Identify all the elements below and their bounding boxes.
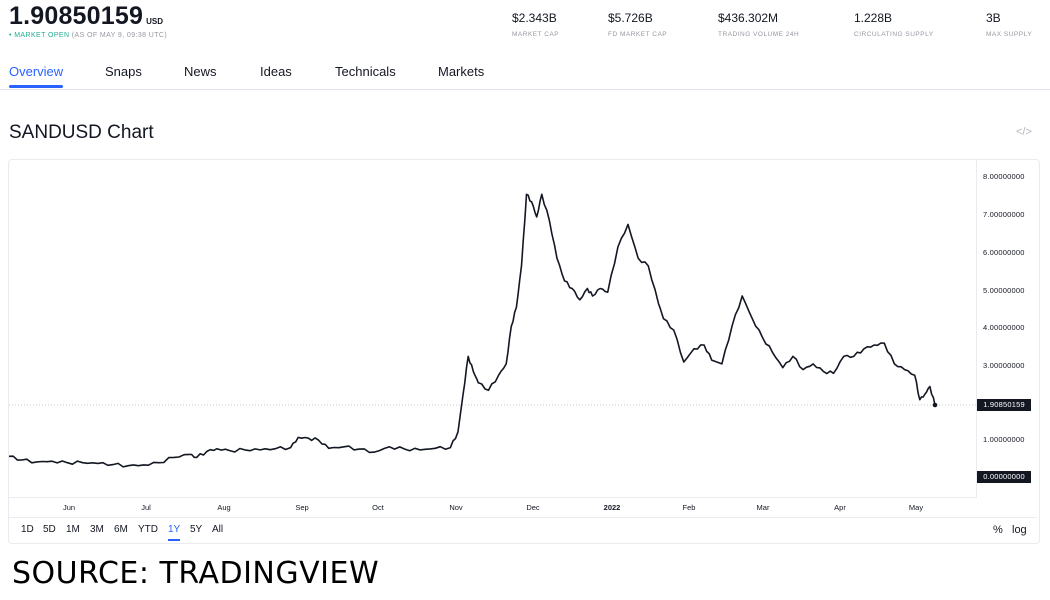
stat-market-cap: $2.343B MARKET CAP bbox=[512, 11, 559, 38]
y-tick: 5.00000000 bbox=[983, 286, 1025, 295]
log-scale-toggle[interactable]: log bbox=[1012, 524, 1027, 536]
embed-code-icon[interactable]: </> bbox=[1016, 126, 1032, 138]
tab-bar: Overview Snaps News Ideas Technicals Mar… bbox=[0, 64, 1050, 90]
x-tick: Dec bbox=[526, 503, 540, 512]
currency-label: USD bbox=[146, 17, 163, 26]
source-caption: SOURCE: TRADINGVIEW bbox=[12, 556, 380, 591]
x-tick: Nov bbox=[449, 503, 463, 512]
y-tick: 8.00000000 bbox=[983, 172, 1025, 181]
stat-value: 1.228B bbox=[854, 11, 893, 25]
market-open-indicator: • MARKET OPEN bbox=[9, 32, 70, 39]
stat-label: MARKET CAP bbox=[512, 31, 560, 38]
range-6m-button[interactable]: 6M bbox=[114, 524, 128, 535]
percent-scale-toggle[interactable]: % bbox=[993, 524, 1003, 536]
stat-label: CIRCULATING SUPPLY bbox=[854, 31, 934, 38]
stat-max-supply: 3B MAX SUPPLY bbox=[986, 11, 1032, 38]
zero-price-badge: 0.00000000 bbox=[977, 471, 1031, 483]
tab-markets[interactable]: Markets bbox=[438, 64, 485, 79]
x-tick: Feb bbox=[682, 503, 696, 512]
range-5y-button[interactable]: 5Y bbox=[190, 524, 203, 535]
key-stats: $2.343B MARKET CAP $5.726B FD MARKET CAP… bbox=[0, 11, 1050, 41]
stat-value: $436.302M bbox=[718, 11, 779, 25]
market-status: • MARKET OPEN (AS OF MAY 9, 09:38 UTC) bbox=[9, 32, 167, 39]
range-ytd-button[interactable]: YTD bbox=[138, 524, 158, 535]
x-tick: May bbox=[908, 503, 924, 512]
x-tick: Sep bbox=[295, 503, 309, 512]
stat-label: FD MARKET CAP bbox=[608, 31, 668, 38]
tab-overview[interactable]: Overview bbox=[9, 64, 64, 88]
as-of-timestamp: (AS OF MAY 9, 09:38 UTC) bbox=[71, 32, 168, 39]
stat-value: $5.726B bbox=[608, 11, 653, 25]
x-tick-year: 2022 bbox=[603, 503, 621, 512]
price-header: 1.90850159 USD • MARKET OPEN (AS OF MAY … bbox=[9, 2, 167, 39]
y-tick: 1.00000000 bbox=[983, 435, 1025, 444]
chart-title: SANDUSD Chart bbox=[9, 122, 154, 143]
stat-circulating-supply: 1.228B CIRCULATING SUPPLY bbox=[854, 11, 934, 38]
y-tick: 7.00000000 bbox=[983, 210, 1025, 219]
stat-value: 3B bbox=[986, 11, 1001, 25]
price-line bbox=[8, 193, 936, 468]
last-price-dot bbox=[932, 402, 938, 408]
current-price: 1.90850159 bbox=[9, 2, 144, 30]
plot-area[interactable] bbox=[9, 160, 977, 498]
y-tick: 4.00000000 bbox=[983, 323, 1025, 332]
range-1d-button[interactable]: 1D bbox=[21, 524, 34, 535]
x-tick: Mar bbox=[756, 503, 770, 512]
stat-label: MAX SUPPLY bbox=[986, 31, 1033, 38]
range-all-button[interactable]: All bbox=[212, 524, 224, 535]
y-tick: 6.00000000 bbox=[983, 248, 1025, 257]
stat-label: TRADING VOLUME 24H bbox=[718, 31, 800, 38]
x-tick: Jul bbox=[141, 503, 151, 512]
tab-snaps[interactable]: Snaps bbox=[105, 64, 142, 79]
range-1y-button[interactable]: 1Y bbox=[168, 524, 181, 541]
tab-technicals[interactable]: Technicals bbox=[335, 64, 396, 79]
range-5d-button[interactable]: 5D bbox=[43, 524, 56, 535]
tab-news[interactable]: News bbox=[184, 64, 217, 79]
x-tick: Aug bbox=[217, 503, 231, 512]
range-selector: 1D 5D 1M 3M 6M YTD 1Y 5Y All % log bbox=[9, 517, 1037, 543]
x-tick: Apr bbox=[834, 503, 846, 512]
tab-ideas[interactable]: Ideas bbox=[260, 64, 292, 79]
range-1m-button[interactable]: 1M bbox=[66, 524, 80, 535]
x-tick: Jun bbox=[62, 503, 76, 512]
y-tick: 3.00000000 bbox=[983, 361, 1025, 370]
stat-trading-volume: $436.302M TRADING VOLUME 24H bbox=[718, 11, 799, 38]
stat-fd-market-cap: $5.726B FD MARKET CAP bbox=[608, 11, 667, 38]
x-tick: Oct bbox=[372, 503, 384, 512]
range-3m-button[interactable]: 3M bbox=[90, 524, 104, 535]
stat-value: $2.343B bbox=[512, 11, 557, 25]
last-price-badge: 1.90850159 bbox=[977, 399, 1031, 411]
chart-container bbox=[8, 159, 1040, 544]
